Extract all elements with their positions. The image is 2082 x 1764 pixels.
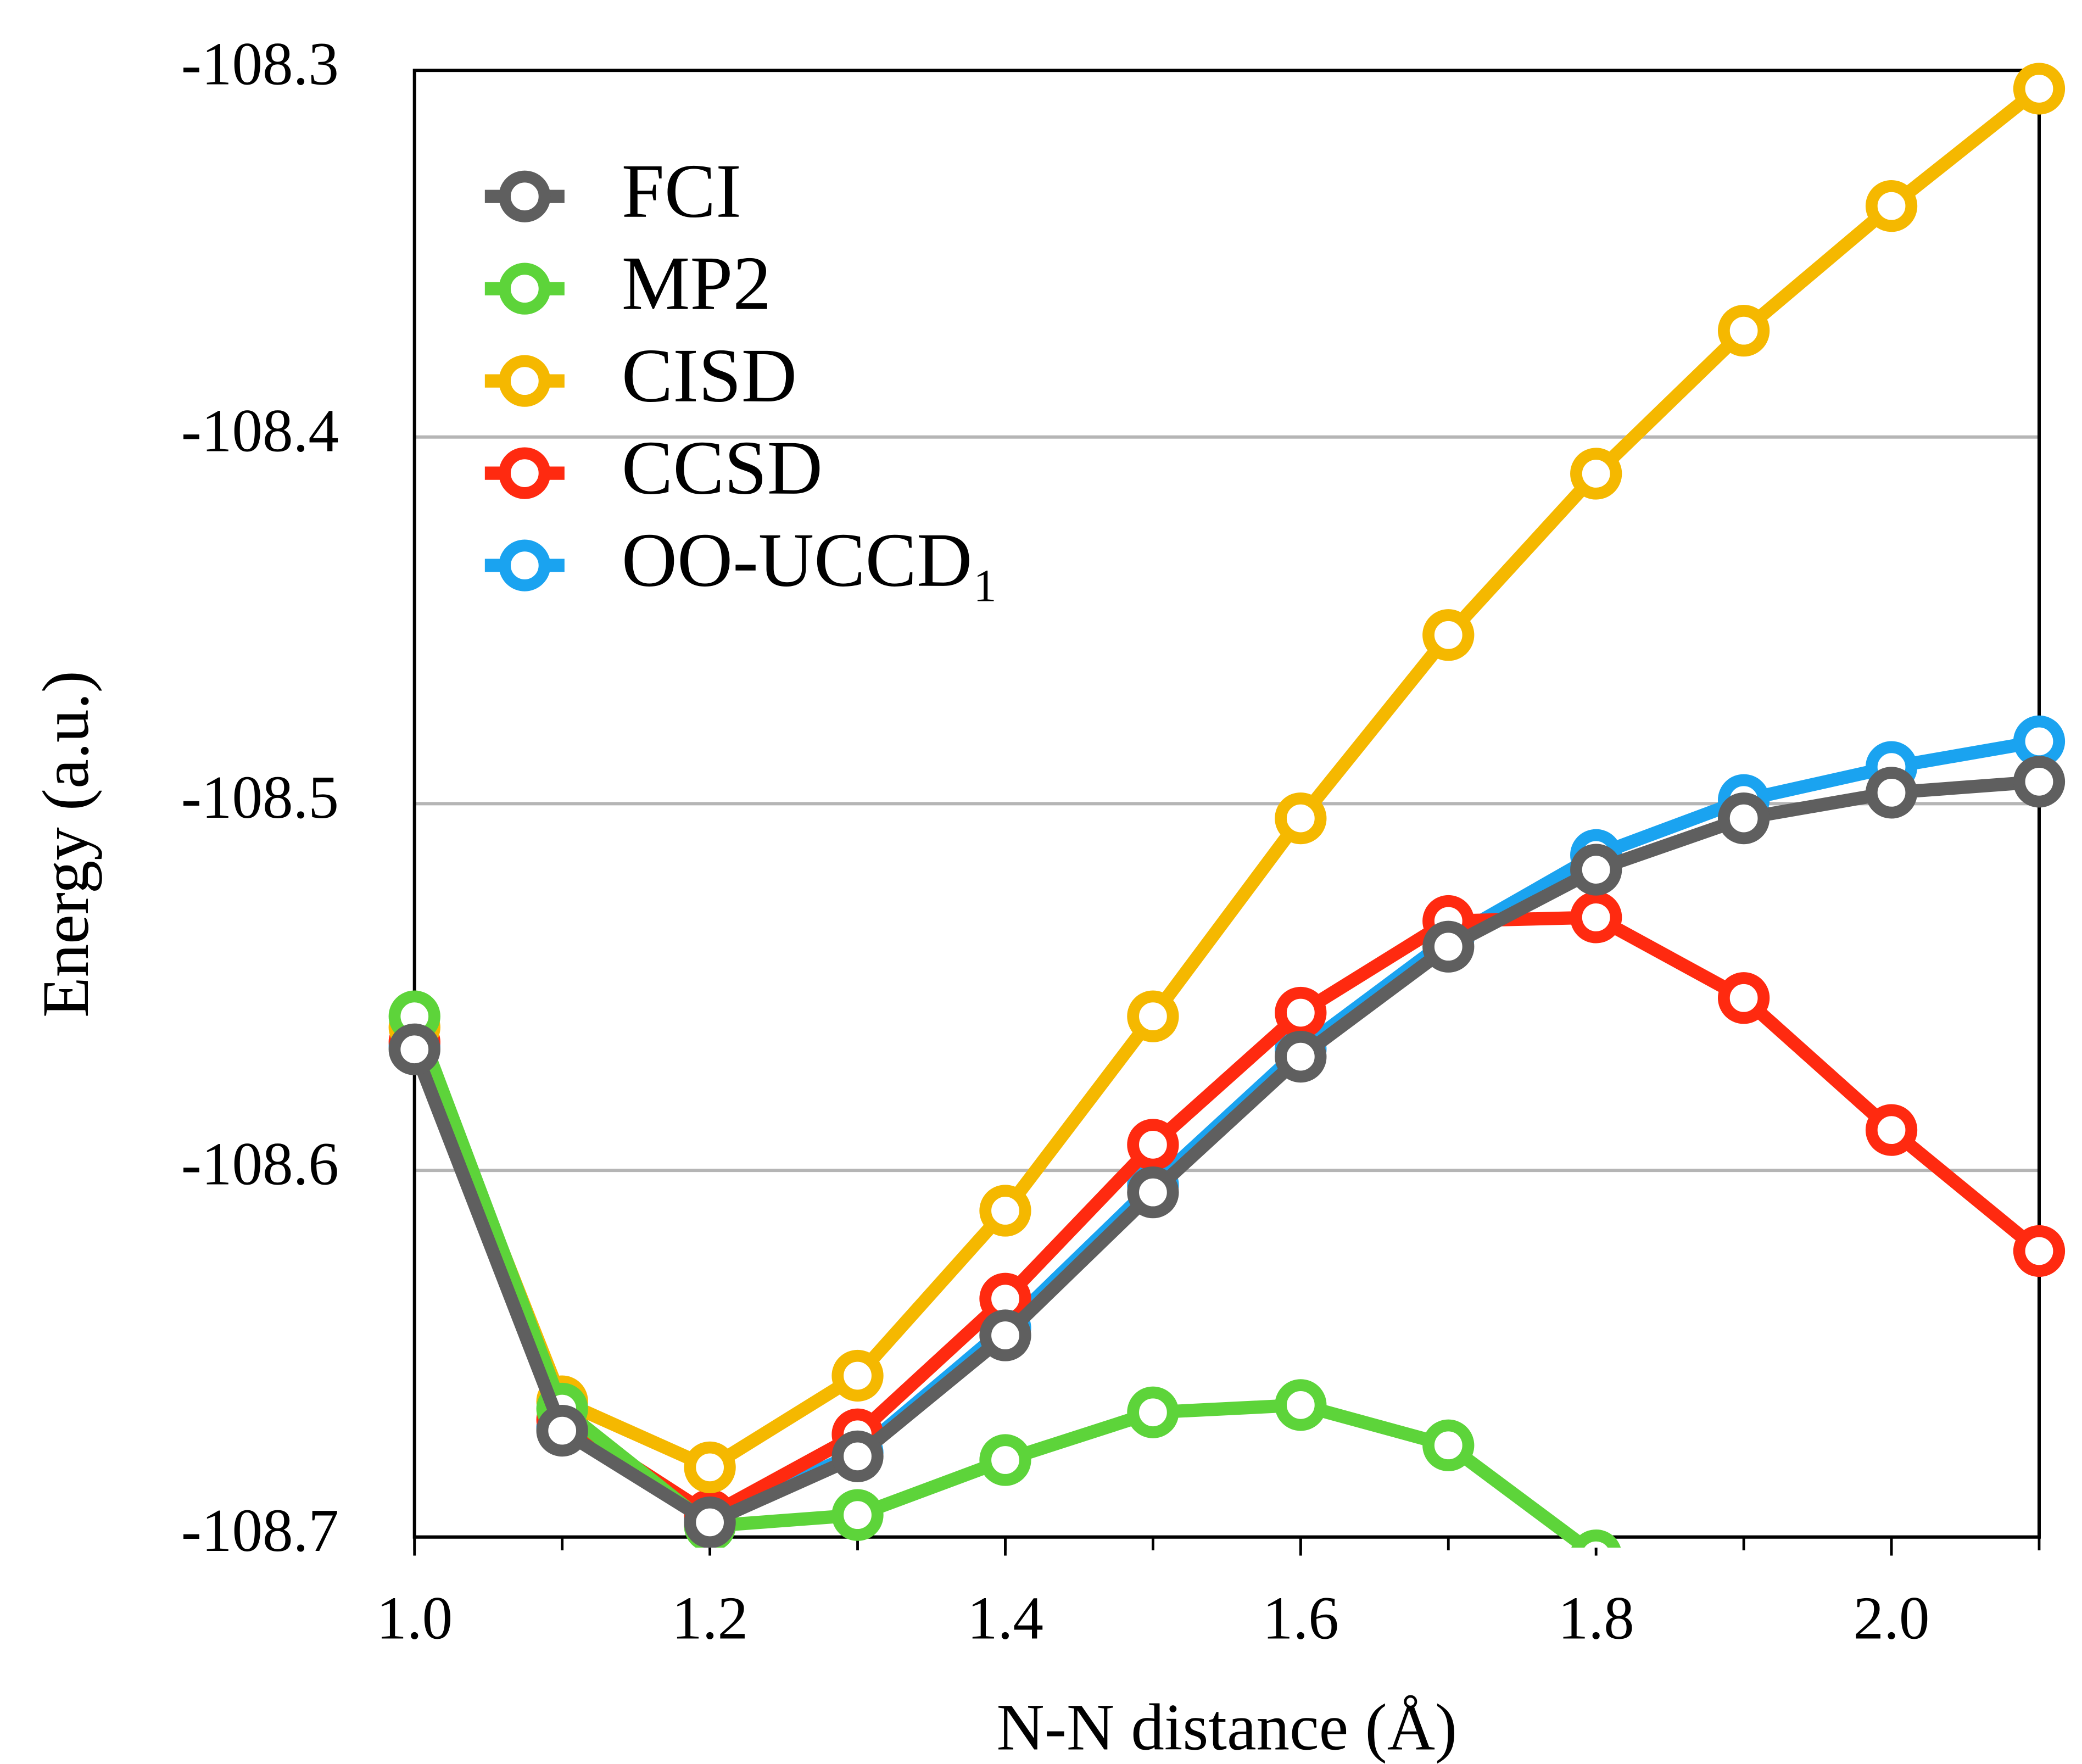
point-marker [1570, 891, 1622, 944]
legend-marker [499, 263, 551, 315]
legend-marker [499, 170, 551, 222]
point-marker [831, 1349, 884, 1402]
point-marker [1717, 305, 1770, 357]
y-tick-label: -108.3 [181, 31, 339, 98]
point-marker [536, 1404, 588, 1457]
point-marker [831, 1430, 884, 1482]
point-marker [1717, 792, 1770, 845]
point-marker [684, 1441, 736, 1493]
point-marker [2013, 1225, 2066, 1277]
legend-marker [499, 355, 551, 407]
point-marker [1865, 767, 1918, 819]
point-marker [1571, 1529, 1621, 1548]
x-tick-label: 1.8 [1558, 1585, 1634, 1653]
point-marker [388, 1023, 440, 1075]
x-axis-label: N-N distance (Å) [996, 1690, 1457, 1764]
y-tick-label: -108.6 [181, 1131, 339, 1198]
x-tick-label: 2.0 [1854, 1585, 1930, 1653]
series-line [408, 911, 2044, 1522]
point-marker [1865, 180, 1918, 232]
point-marker [1422, 1419, 1475, 1471]
legend-label: MP2 [622, 241, 772, 326]
legend-label: OO-UCCD₁ [622, 518, 999, 603]
point-marker [979, 1309, 1031, 1361]
point-marker [1275, 986, 1327, 1039]
x-tick-label: 1.6 [1263, 1585, 1339, 1653]
point-marker [1127, 1166, 1179, 1219]
point-marker [1127, 1119, 1179, 1171]
point-marker [1422, 920, 1475, 973]
legend-label: FCI [622, 149, 741, 234]
point-marker [1127, 1386, 1179, 1438]
point-marker [1422, 609, 1475, 661]
x-tick-label: 1.0 [376, 1585, 453, 1653]
point-marker [684, 1496, 736, 1548]
legend-label: CCSD [622, 426, 823, 511]
point-marker [2013, 756, 2066, 808]
point-marker [1717, 972, 1770, 1024]
point-marker [1570, 448, 1622, 500]
x-tick-label: 1.4 [967, 1585, 1043, 1653]
legend-marker [499, 447, 551, 499]
point-marker [831, 1489, 884, 1541]
legend-label: CISD [622, 333, 797, 418]
point-marker [2013, 63, 2066, 115]
point-marker [1275, 1030, 1327, 1083]
point-marker [1570, 844, 1622, 896]
legend-marker [499, 539, 551, 591]
y-tick-label: -108.4 [181, 397, 339, 465]
y-tick-label: -108.5 [181, 764, 339, 831]
plot-area [388, 63, 2066, 1548]
point-marker [979, 1434, 1031, 1486]
point-marker [979, 1185, 1031, 1237]
y-tick-label: -108.7 [181, 1497, 339, 1565]
point-marker [1275, 792, 1327, 845]
point-marker [1865, 1104, 1918, 1156]
point-marker [2013, 715, 2066, 768]
point-marker [1127, 990, 1179, 1042]
y-axis-label: Energy (a.u.) [29, 671, 103, 1018]
series-line [408, 83, 2044, 1474]
point-marker [1275, 1379, 1327, 1431]
x-tick-label: 1.2 [672, 1585, 748, 1653]
